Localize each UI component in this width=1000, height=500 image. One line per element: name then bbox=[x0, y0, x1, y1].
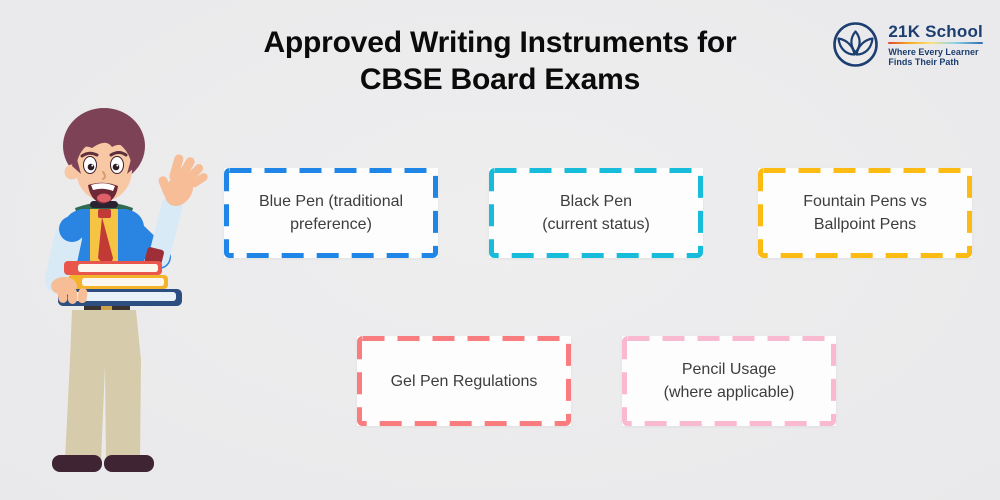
card-label-line1: Gel Pen Regulations bbox=[390, 372, 538, 390]
card-label-line1: Black Pen bbox=[559, 193, 633, 210]
dashed-border bbox=[489, 168, 703, 258]
card-label: Gel Pen Regulations bbox=[391, 370, 538, 393]
teacher-illustration bbox=[45, 108, 208, 472]
page-title-line1: Approved Writing Instruments for bbox=[263, 26, 737, 59]
logo-gradient-divider bbox=[888, 41, 983, 44]
character-head bbox=[63, 108, 145, 204]
logo-name: 21K School bbox=[888, 21, 983, 41]
dashed-border bbox=[357, 336, 571, 426]
card-label-line2: (where applicable) bbox=[663, 384, 795, 401]
card-label: Black Pen (current status) bbox=[542, 190, 650, 236]
card-label-line1: Blue Pen (traditional bbox=[258, 193, 404, 210]
topic-card-fountain-vs-ballpoint: Fountain Pens vs Ballpoint Pens bbox=[758, 168, 972, 258]
dashed-border bbox=[622, 336, 836, 426]
book-stack bbox=[58, 261, 182, 306]
card-label-line2: (current status) bbox=[542, 216, 650, 233]
card-label-line2: Ballpoint Pens bbox=[813, 216, 917, 233]
card-label: Pencil Usage (where applicable) bbox=[664, 358, 795, 404]
dashed-border bbox=[224, 168, 438, 258]
topic-card-blue-pen: Blue Pen (traditional preference) bbox=[224, 168, 438, 258]
topic-card-black-pen: Black Pen (current status) bbox=[489, 168, 703, 258]
character-gripping-hand bbox=[51, 277, 88, 304]
card-label-line1: Pencil Usage bbox=[681, 361, 777, 378]
page-title: Approved Writing Instruments for CBSE Bo… bbox=[0, 24, 1000, 98]
logo-tagline-line1: Where Every Learner bbox=[888, 46, 979, 57]
page-title-line2: CBSE Board Exams bbox=[359, 63, 641, 96]
dashed-border bbox=[758, 168, 972, 258]
lotus-circle-logo-icon bbox=[833, 22, 879, 67]
card-label-line1: Fountain Pens vs bbox=[803, 193, 927, 210]
card-label-line2: preference) bbox=[290, 216, 372, 233]
topic-card-gel-pen: Gel Pen Regulations bbox=[357, 336, 571, 426]
topic-card-pencil-usage: Pencil Usage (where applicable) bbox=[622, 336, 836, 426]
brand-logo: 21K School Where Every Learner Finds The… bbox=[832, 21, 983, 68]
card-label: Fountain Pens vs Ballpoint Pens bbox=[803, 190, 927, 236]
logo-tagline-line2: Finds Their Path bbox=[888, 57, 959, 67]
card-label: Blue Pen (traditional preference) bbox=[259, 190, 403, 236]
character-open-hand bbox=[158, 154, 208, 206]
